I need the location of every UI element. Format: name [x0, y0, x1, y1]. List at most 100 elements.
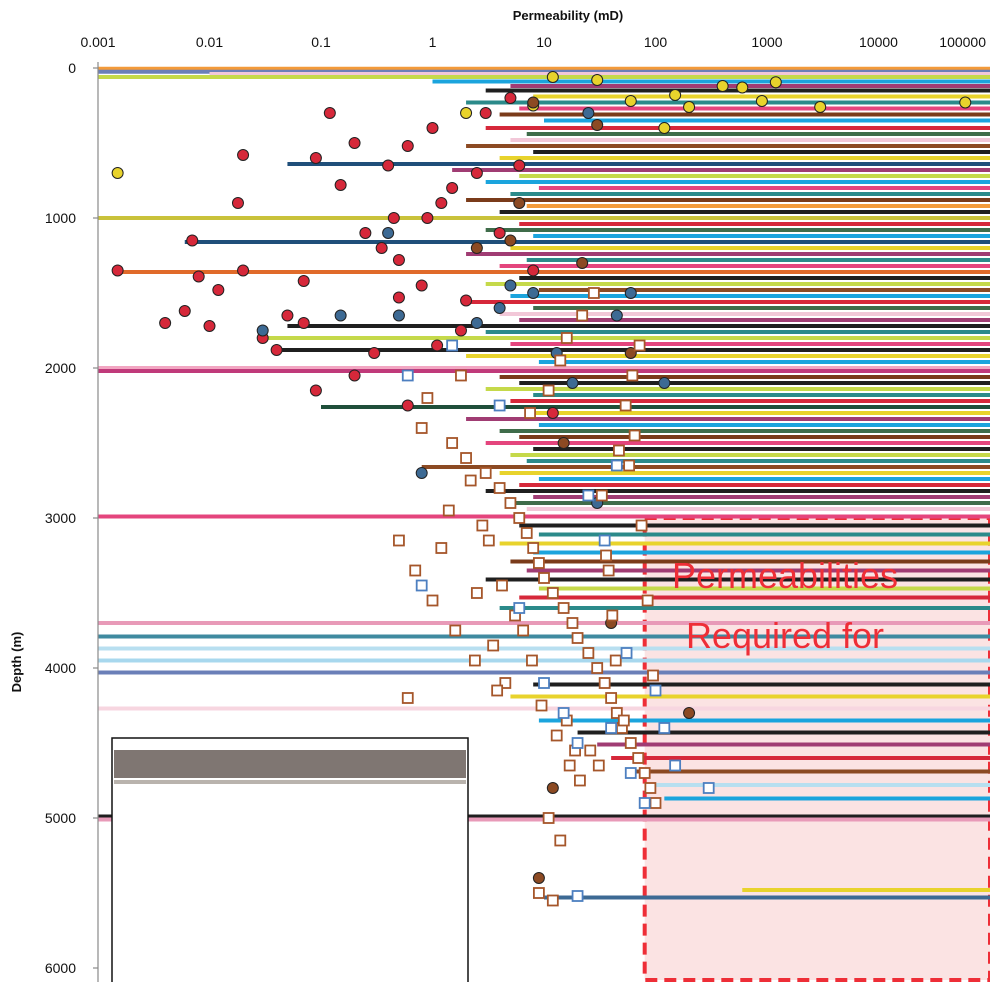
- series-2-point-9: [566, 377, 579, 389]
- series-4-point-53: [482, 534, 495, 547]
- series-0-point-15: [392, 291, 405, 304]
- series-2-point-15: [582, 107, 595, 119]
- series-0-point-24: [421, 212, 434, 224]
- series-0-point-34: [281, 309, 294, 322]
- series-4-point-50: [421, 392, 434, 404]
- series-1-point-10: [658, 122, 671, 134]
- series-5-point-1: [446, 339, 459, 352]
- series-0-point-8: [375, 242, 388, 254]
- series-0-point-40: [546, 407, 559, 419]
- series-3-point-11: [576, 257, 589, 269]
- series-0-point-44: [431, 339, 444, 352]
- series-4-point-35: [576, 309, 589, 322]
- y-tick-label-6: 6000: [45, 960, 76, 976]
- axes: 0 1000 2000 3000 4000 5000 6000 0.001 0.01 0.1 1 10…: [45, 34, 986, 982]
- series-4-point-6: [513, 512, 526, 524]
- series-4-point-18: [605, 692, 618, 704]
- series-4-point-26: [401, 692, 414, 704]
- series-0-point-36: [460, 294, 473, 307]
- series-2-point-13: [658, 377, 671, 389]
- series-0-point-9: [392, 254, 405, 266]
- series-5-point-14: [571, 890, 584, 902]
- series-4-point-42: [628, 429, 641, 442]
- series-4-point-3: [479, 467, 492, 479]
- series-4-point-48: [532, 887, 545, 899]
- series-0-point-35: [231, 197, 244, 209]
- series-1-point-14: [683, 101, 696, 113]
- series-4-point-39: [609, 654, 622, 667]
- series-4-point-51: [455, 369, 467, 382]
- legend-frame: [111, 737, 469, 982]
- y-tick-label-0: 0: [68, 60, 76, 76]
- series-4-point-72: [393, 534, 405, 547]
- series-4-point-65: [606, 609, 619, 622]
- series-5-point-11: [658, 722, 671, 734]
- series-4-point-16: [591, 662, 604, 674]
- series-0-point-31: [504, 92, 517, 104]
- series-1-point-13: [769, 76, 782, 89]
- x-tick-label-3: 1: [429, 34, 437, 50]
- series-0-point-43: [415, 279, 428, 292]
- series-2-point-11: [624, 287, 637, 299]
- series-4-point-66: [613, 444, 625, 457]
- legend-header-rule: [114, 780, 466, 784]
- series-4-point-25: [649, 797, 662, 809]
- series-4-point-28: [470, 587, 483, 599]
- annotation-text-layer: Permeabilities Required for: [672, 555, 898, 656]
- series-5-point-9: [624, 767, 637, 779]
- x-tick-label-6: 1000: [751, 34, 782, 50]
- series-4-point-13: [566, 617, 579, 629]
- series-2-point-14: [334, 309, 347, 322]
- series-1-point-11: [736, 81, 749, 94]
- series-4-point-63: [592, 759, 605, 772]
- series-3-point-7: [557, 437, 570, 449]
- series-2-point-8: [493, 302, 506, 314]
- series-4-point-37: [595, 489, 608, 502]
- series-0-point-39: [527, 264, 540, 277]
- series-3-point-1: [504, 234, 517, 247]
- series-0-point-41: [309, 152, 322, 164]
- legend: [111, 737, 469, 982]
- series-4-point-60: [563, 759, 576, 772]
- series-0-point-7: [186, 234, 199, 247]
- series-4-point-59: [550, 729, 563, 742]
- series-0-point-3: [382, 159, 395, 172]
- series-0-point-1: [348, 137, 361, 149]
- x-tick-label-5: 100: [644, 34, 668, 50]
- series-0-point-20: [270, 344, 283, 356]
- series-4-point-54: [496, 579, 508, 592]
- series-4-point-23: [638, 767, 651, 779]
- series-0-point-11: [192, 270, 205, 283]
- series-4-point-41: [623, 459, 636, 472]
- series-4-point-33: [554, 354, 567, 367]
- series-5-point-5: [538, 677, 550, 689]
- series-5-point-8: [605, 722, 618, 734]
- series-5-point-2: [493, 399, 506, 412]
- annotation-region-layer: [642, 516, 990, 982]
- series-0-point-29: [426, 122, 439, 134]
- series-2-point-6: [415, 467, 428, 479]
- series-4-point-75: [449, 624, 462, 637]
- series-5-point-13: [702, 782, 715, 794]
- series-5-point-17: [610, 459, 623, 472]
- series-0-point-25: [401, 399, 414, 412]
- series-4-point-29: [487, 639, 500, 652]
- annotation-line-2: Required for: [686, 615, 884, 656]
- series-0-point-4: [334, 179, 347, 191]
- annotation-line-1: Permeabilities: [672, 555, 898, 596]
- series-2-point-10: [470, 317, 483, 329]
- series-4-point-62: [584, 744, 597, 757]
- series-4-point-4: [493, 482, 506, 494]
- y-tick-label-4: 4000: [45, 660, 76, 676]
- series-4-point-69: [633, 339, 646, 352]
- series-4-point-27: [435, 542, 448, 554]
- series-4-point-45: [647, 669, 659, 682]
- series-5-point-7: [571, 737, 584, 749]
- series-4-point-76: [468, 654, 481, 667]
- series-4-point-43: [635, 519, 648, 532]
- series-4-point-56: [517, 624, 530, 637]
- series-1-point-7: [755, 95, 768, 107]
- x-tick-label-8: 100000: [939, 34, 986, 50]
- series-4-point-32: [542, 384, 555, 397]
- series-4-point-14: [571, 632, 584, 644]
